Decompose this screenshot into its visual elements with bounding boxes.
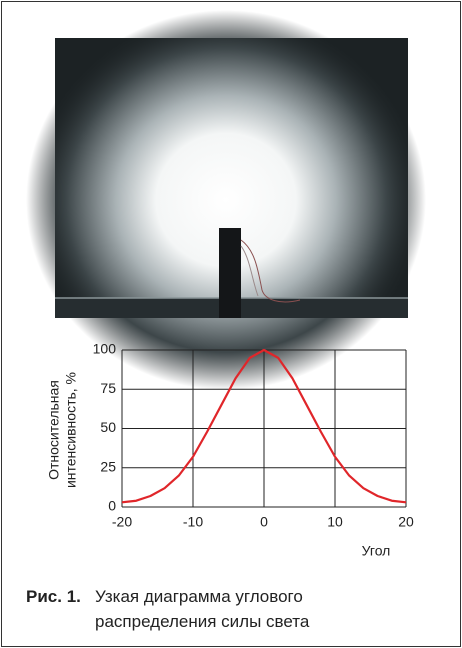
y-tick-label: 100 (93, 341, 117, 357)
x-tick-label: 10 (327, 514, 343, 530)
y-tick-label: 25 (100, 458, 116, 474)
y-tick-label: 0 (108, 498, 116, 514)
data-line (121, 348, 407, 504)
x-tick-label: -20 (112, 514, 132, 530)
photo (26, 10, 426, 390)
y-axis-label: Относительная (46, 380, 62, 480)
caption-text: Узкая диаграмма углового распределения с… (95, 587, 310, 631)
x-axis-label: Угол (362, 543, 391, 559)
chart: Относительная интенсивность, % Угол 0 25 5… (26, 10, 426, 559)
x-tick-label: 20 (398, 514, 414, 530)
y-axis-label: интенсивность, % (63, 372, 79, 488)
caption-label: Рис. 1. (26, 587, 81, 606)
caption: Рис. 1. Узкая диаграмма углового распред… (26, 584, 345, 634)
y-tick-label: 50 (100, 419, 116, 435)
x-tick-label: 0 (260, 514, 268, 530)
y-tick-label: 75 (100, 380, 116, 396)
x-tick-label: -10 (183, 514, 203, 530)
